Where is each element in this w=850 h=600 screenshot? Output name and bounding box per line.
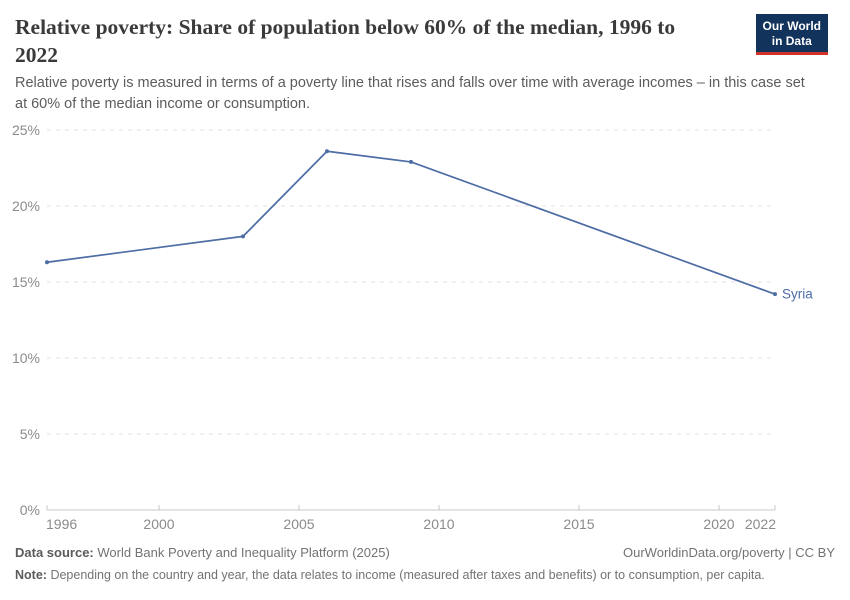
y-tick-label: 5% xyxy=(20,426,40,442)
data-source-label: Data source: xyxy=(15,545,94,560)
x-tick-label: 2020 xyxy=(703,516,734,532)
y-tick-label: 15% xyxy=(12,274,40,290)
note-value: Depending on the country and year, the d… xyxy=(50,568,765,582)
data-point-marker xyxy=(241,234,245,239)
data-point-marker xyxy=(45,260,49,265)
footer-note-row: Note: Depending on the country and year,… xyxy=(15,568,835,582)
series-end-label: Syria xyxy=(782,287,813,302)
x-tick-label: 2000 xyxy=(143,516,174,532)
owid-logo-line2: in Data xyxy=(771,34,812,48)
footer-links: OurWorldinData.org/poverty | CC BY xyxy=(623,545,835,560)
y-tick-label: 25% xyxy=(12,122,40,138)
data-point-marker xyxy=(325,149,329,154)
data-point-marker xyxy=(409,159,413,164)
owid-url-link[interactable]: OurWorldinData.org/poverty xyxy=(623,545,785,560)
owid-logo[interactable]: Our World in Data xyxy=(755,14,828,55)
y-tick-label: 0% xyxy=(20,502,40,518)
x-tick-label: 2005 xyxy=(283,516,314,532)
y-tick-label: 10% xyxy=(12,350,40,366)
license-link[interactable]: CC BY xyxy=(795,545,835,560)
x-tick-label: 2022 xyxy=(745,516,776,532)
data-source-value: World Bank Poverty and Inequality Platfo… xyxy=(97,545,390,560)
owid-logo-line1: Our World xyxy=(762,19,821,33)
page-title: Relative poverty: Share of population be… xyxy=(15,15,676,68)
footer-separator: | xyxy=(788,545,792,560)
x-tick-label: 1996 xyxy=(46,516,77,532)
data-point-marker xyxy=(773,292,777,297)
x-tick-label: 2010 xyxy=(423,516,454,532)
data-source: Data source: World Bank Poverty and Ineq… xyxy=(15,545,390,560)
note-label: Note: xyxy=(15,568,47,582)
y-tick-label: 20% xyxy=(12,198,40,214)
chart-subtitle: Relative poverty is measured in terms of… xyxy=(15,75,805,112)
footer-source-row: Data source: World Bank Poverty and Ineq… xyxy=(15,545,835,560)
series-line-syria xyxy=(46,150,776,296)
x-tick-label: 2015 xyxy=(563,516,594,532)
